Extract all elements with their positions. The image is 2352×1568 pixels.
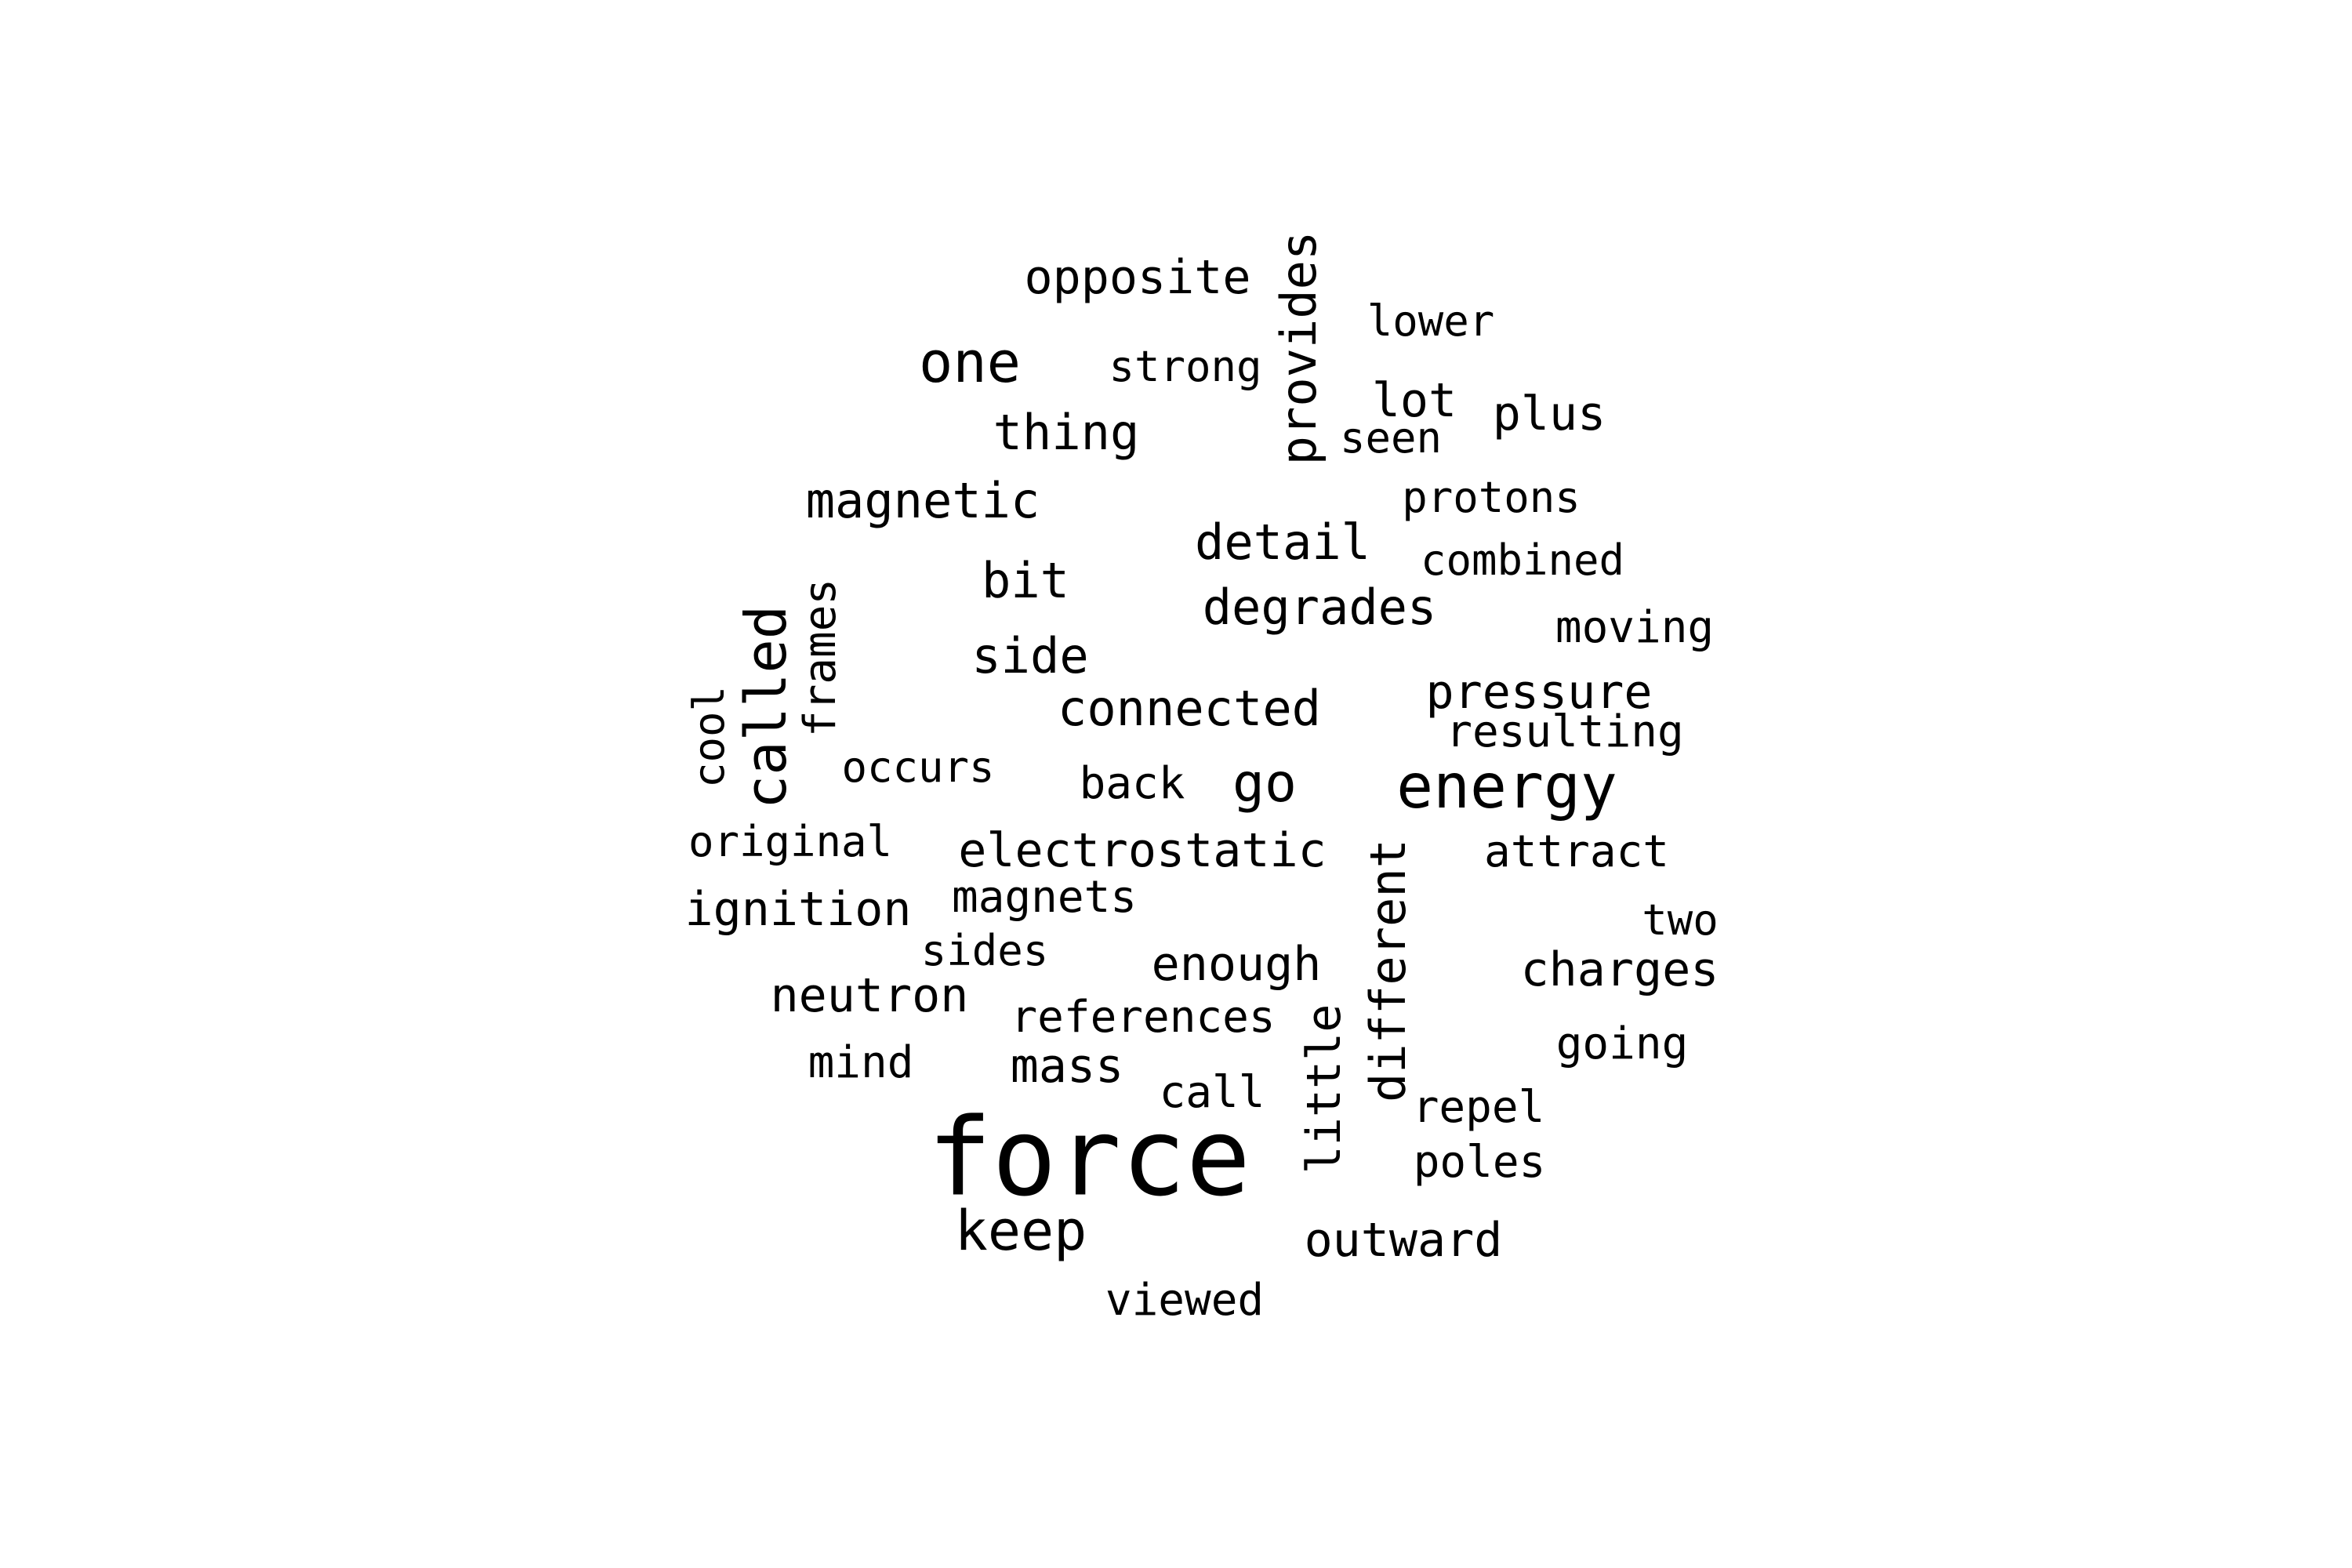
word-viewed: viewed	[1105, 1275, 1265, 1326]
word-two: two	[1642, 895, 1719, 945]
word-pressure: pressure	[1425, 665, 1653, 720]
word-going: going	[1555, 1018, 1689, 1069]
word-keep: keep	[954, 1199, 1087, 1263]
word-poles: poles	[1413, 1137, 1546, 1188]
word-cool: cool	[684, 685, 734, 789]
word-resulting: resulting	[1446, 706, 1684, 757]
word-strong: strong	[1109, 342, 1262, 391]
word-combined: combined	[1420, 535, 1625, 585]
word-mind: mind	[808, 1037, 914, 1088]
word-charges: charges	[1520, 942, 1719, 997]
word-attract: attract	[1483, 826, 1670, 877]
word-side: side	[971, 627, 1089, 684]
word-one: one	[918, 329, 1022, 395]
word-seen: seen	[1339, 413, 1443, 463]
word-mass: mass	[1010, 1039, 1124, 1094]
word-little: little	[1297, 1004, 1352, 1174]
word-ignition: ignition	[684, 882, 912, 937]
word-thing: thing	[993, 404, 1140, 461]
word-frames: frames	[795, 578, 846, 738]
word-repel: repel	[1412, 1082, 1545, 1133]
word-go: go	[1232, 753, 1297, 815]
word-energy: energy	[1396, 752, 1617, 822]
word-call: call	[1159, 1067, 1265, 1118]
word-lot: lot	[1371, 373, 1457, 428]
word-magnetic: magnetic	[805, 472, 1040, 529]
word-outward: outward	[1304, 1213, 1503, 1268]
word-plus: plus	[1492, 387, 1606, 441]
word-sides: sides	[920, 926, 1049, 975]
word-called: called	[733, 604, 799, 810]
word-force: force	[927, 1095, 1251, 1221]
word-provides: provides	[1270, 230, 1327, 466]
word-neutron: neutron	[770, 968, 969, 1023]
word-connected: connected	[1058, 680, 1321, 737]
word-bit: bit	[982, 552, 1069, 609]
word-occurs: occurs	[841, 742, 995, 792]
word-electrostatic: electrostatic	[958, 823, 1327, 878]
word-back: back	[1079, 758, 1185, 809]
word-detail: detail	[1195, 514, 1370, 571]
word-enough: enough	[1151, 937, 1322, 992]
word-opposite: opposite	[1024, 250, 1251, 305]
word-protons: protons	[1402, 473, 1581, 522]
word-magnets: magnets	[951, 872, 1138, 923]
word-degrades: degrades	[1202, 579, 1437, 636]
word-different: different	[1359, 839, 1417, 1102]
word-moving: moving	[1555, 602, 1715, 653]
word-references: references	[1011, 992, 1276, 1043]
word-original: original	[688, 817, 893, 866]
word-lower: lower	[1367, 296, 1495, 346]
